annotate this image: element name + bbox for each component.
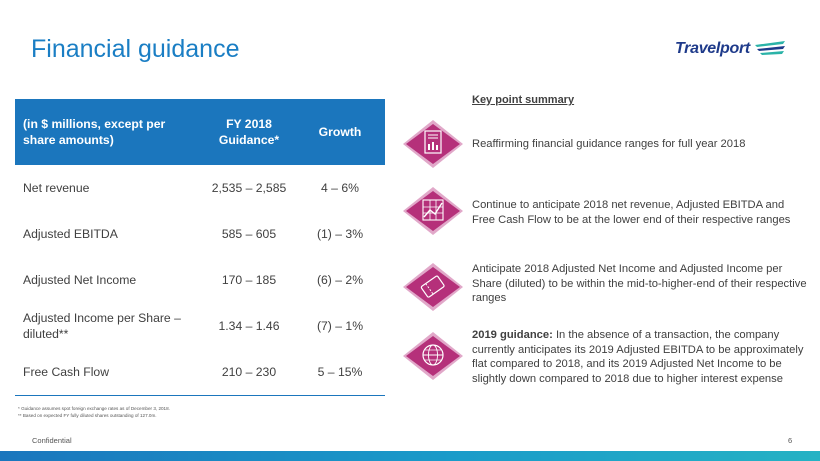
- footnote-1: * Guidance assumes spot foreign exchange…: [18, 406, 170, 411]
- row-guidance: 2,535 – 2,585: [211, 181, 287, 195]
- key-point-4-text: In the absence of a transaction, the com…: [472, 329, 804, 385]
- globe-icon: [403, 332, 463, 380]
- confidential-label: Confidential: [32, 436, 72, 445]
- table-row: Free Cash Flow 210 – 230 5 – 15%: [15, 349, 385, 396]
- grid-chart-icon: [403, 187, 463, 235]
- guidance-table: (in $ millions, except per share amounts…: [15, 99, 385, 396]
- footnote-2: ** Based on expected FY fully diluted sh…: [18, 412, 157, 418]
- row-guidance: 1.34 – 1.46: [218, 319, 280, 333]
- row-growth: 4 – 6%: [321, 181, 359, 195]
- logo-text: Travelport: [675, 40, 750, 57]
- table-row: Net revenue 2,535 – 2,585 4 – 6%: [15, 165, 385, 211]
- table-row: Adjusted EBITDA 585 – 605 (1) – 3%: [15, 211, 385, 257]
- table-header-row: (in $ millions, except per share amounts…: [15, 99, 385, 165]
- page-title: Financial guidance: [31, 35, 240, 63]
- travelport-logo: Travelport: [675, 40, 787, 58]
- header-metric: (in $ millions, except per share amounts…: [15, 99, 203, 165]
- table-row: Adjusted Income per Share – diluted** 1.…: [15, 303, 385, 349]
- row-metric: Free Cash Flow: [15, 349, 203, 396]
- key-point-4-bold-prefix: 2019 guidance:: [472, 329, 553, 341]
- row-metric: Adjusted EBITDA: [23, 226, 118, 241]
- ticket-icon: [403, 263, 463, 311]
- row-growth: (6) – 2%: [316, 273, 364, 287]
- key-point-4: 2019 guidance: In the absence of a trans…: [472, 328, 807, 386]
- key-point-2: Continue to anticipate 2018 net revenue,…: [472, 199, 791, 226]
- row-metric: Adjusted Income per Share – diluted**: [23, 310, 181, 341]
- row-growth: (1) – 3%: [316, 227, 364, 241]
- page-number: 6: [788, 436, 793, 445]
- key-point-1: Reaffirming financial guidance ranges fo…: [472, 138, 746, 150]
- header-growth: Growth: [295, 99, 385, 165]
- logo-wings-icon: [754, 41, 785, 55]
- key-point-summary-title: Key point summary: [472, 94, 575, 106]
- key-point-3: Anticipate 2018 Adjusted Net Income and …: [472, 263, 807, 305]
- row-guidance: 170 – 185: [221, 273, 277, 287]
- row-guidance: 210 – 230: [203, 349, 295, 396]
- row-guidance: 585 – 605: [221, 227, 277, 241]
- footnotes: * Guidance assumes spot foreign exchange…: [18, 406, 170, 420]
- report-chart-icon: [403, 120, 463, 168]
- table-row: Adjusted Net Income 170 – 185 (6) – 2%: [15, 257, 385, 303]
- row-metric: Adjusted Net Income: [23, 272, 137, 287]
- row-metric: Net revenue: [23, 180, 90, 195]
- row-growth: 5 – 15%: [295, 349, 385, 396]
- bottom-bar: [0, 451, 820, 461]
- header-guidance: FY 2018 Guidance*: [203, 99, 295, 165]
- row-growth: (7) – 1%: [316, 319, 364, 333]
